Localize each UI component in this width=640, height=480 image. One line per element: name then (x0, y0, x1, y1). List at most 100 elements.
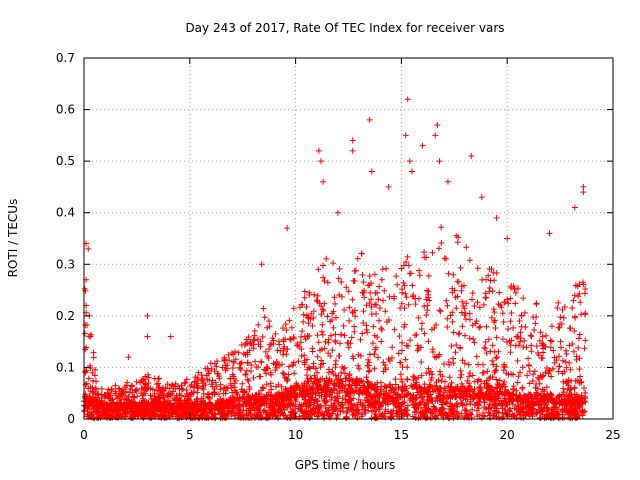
data-point (404, 391, 411, 398)
data-point (462, 407, 469, 414)
data-point (426, 383, 433, 390)
data-point (530, 314, 537, 321)
data-point (548, 323, 555, 330)
data-point (482, 290, 489, 297)
data-point (582, 399, 589, 406)
data-point (453, 232, 460, 239)
data-point (121, 413, 128, 420)
data-point (217, 406, 224, 413)
data-point (318, 311, 325, 318)
data-point (298, 301, 305, 308)
data-point (515, 373, 522, 380)
data-point (560, 385, 567, 392)
data-point (183, 401, 190, 408)
data-point (412, 301, 419, 308)
data-point (341, 364, 348, 371)
data-point (200, 408, 207, 415)
data-point (264, 324, 271, 331)
data-point (556, 414, 563, 421)
data-point (119, 391, 126, 398)
data-point (93, 378, 100, 385)
x-tick-label: 0 (80, 428, 88, 442)
data-point (474, 399, 481, 406)
data-point (371, 381, 378, 388)
data-point (442, 411, 449, 418)
data-point (512, 289, 519, 296)
data-point (260, 408, 267, 415)
data-point (319, 262, 326, 269)
data-point (261, 314, 268, 321)
data-point (534, 385, 541, 392)
data-point (323, 255, 330, 262)
data-point (304, 377, 311, 384)
data-point (574, 377, 581, 384)
data-point (326, 412, 333, 419)
data-point (469, 290, 476, 297)
data-point (200, 390, 207, 397)
data-point (378, 326, 385, 333)
data-point (393, 404, 400, 411)
data-point (574, 411, 581, 418)
data-point (273, 358, 280, 365)
data-point (582, 286, 589, 293)
data-point (473, 318, 480, 325)
data-point (522, 393, 529, 400)
data-point (402, 356, 409, 363)
data-point (243, 367, 250, 374)
data-point (425, 294, 432, 301)
data-point (490, 402, 497, 409)
data-point (517, 404, 524, 411)
data-point (244, 359, 251, 366)
data-point (303, 304, 310, 311)
data-point (558, 321, 565, 328)
data-point (312, 365, 319, 372)
data-point (407, 337, 414, 344)
data-point (481, 380, 488, 387)
data-point (507, 318, 514, 325)
y-tick-label: 0.2 (56, 309, 75, 323)
data-point (494, 385, 501, 392)
data-point (542, 393, 549, 400)
x-tick-label: 5 (186, 428, 194, 442)
data-point (137, 411, 144, 418)
data-point (283, 351, 290, 358)
data-point (193, 396, 200, 403)
data-point (482, 338, 489, 345)
data-point (532, 320, 539, 327)
data-point (363, 322, 370, 329)
data-point (156, 413, 163, 420)
data-point (461, 414, 468, 421)
data-point (92, 391, 99, 398)
data-point (237, 360, 244, 367)
data-point (331, 381, 338, 388)
data-point (280, 336, 287, 343)
data-point (492, 367, 499, 374)
data-point (366, 273, 373, 280)
data-point (152, 405, 159, 412)
data-point (404, 253, 411, 260)
data-point (520, 414, 527, 421)
data-point (85, 333, 92, 340)
data-point (382, 364, 389, 371)
data-point (286, 317, 293, 324)
data-point (198, 395, 205, 402)
data-point (433, 354, 440, 361)
data-point (491, 317, 498, 324)
data-point (203, 372, 210, 379)
data-point (391, 295, 398, 302)
data-point (306, 414, 313, 421)
data-point (544, 410, 551, 417)
data-point (540, 349, 547, 356)
data-point (321, 411, 328, 418)
data-point (241, 389, 248, 396)
data-point (539, 407, 546, 414)
data-point (424, 307, 431, 314)
data-point (337, 401, 344, 408)
data-point (236, 407, 243, 414)
data-point (342, 392, 349, 399)
data-point (292, 393, 299, 400)
data-point (331, 406, 338, 413)
data-point (401, 411, 408, 418)
data-point (418, 359, 425, 366)
data-point (438, 404, 445, 411)
